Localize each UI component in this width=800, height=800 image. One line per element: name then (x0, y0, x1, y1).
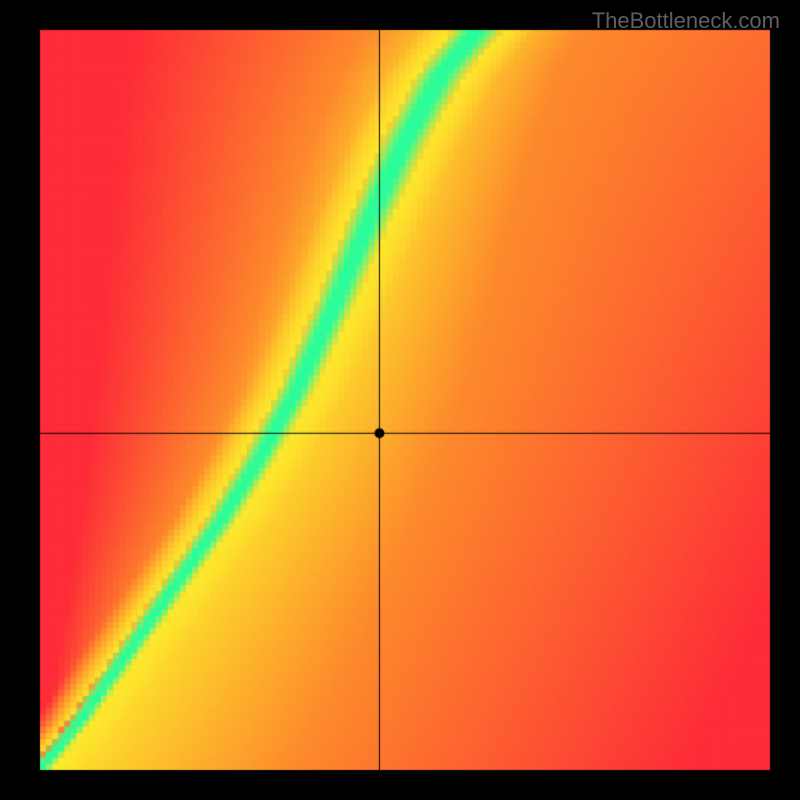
heatmap-canvas (0, 0, 800, 800)
chart-container: TheBottleneck.com (0, 0, 800, 800)
watermark-text: TheBottleneck.com (592, 8, 780, 34)
